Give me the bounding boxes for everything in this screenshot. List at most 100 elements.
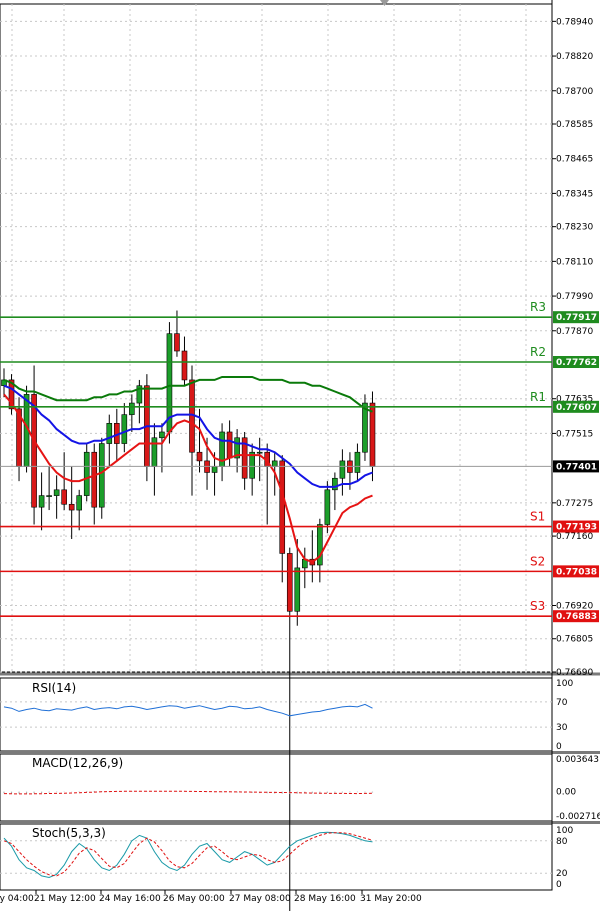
pivot-level-name: R1 [530,390,546,404]
candle-body [46,495,52,497]
candle-body [174,333,180,352]
candle-body [196,451,203,462]
rsi-tick-label: 30 [556,723,568,733]
price-tick-label: 0.76805 [556,635,593,645]
candle-body [31,394,37,508]
candle-body [324,489,331,525]
macd-tick-label: 0.00 [556,788,576,798]
candle-body [68,503,75,511]
candle-body [159,431,165,439]
candle-body [61,489,67,505]
candle-body [181,350,188,381]
price-tick-label: 0.78820 [556,52,593,62]
price-tick-label: 0.77160 [556,532,593,542]
pivot-level-tag [553,565,599,578]
candle-body [234,437,240,459]
moving-average-fast [3,393,373,564]
candle-body [151,437,158,467]
time-tick-label: 21 May 12:00 [34,894,96,904]
time-tick-label: 24 May 16:00 [99,894,161,904]
candle-body [317,524,323,566]
pivot-level-value: 0.76883 [556,612,597,622]
stoch-tick-label: 100 [556,826,573,836]
macd-tick-label: 0.003643 [556,755,599,765]
candle-body [91,451,98,508]
candle-body [211,466,218,473]
price-tick-label: 0.77515 [556,429,593,439]
candle-body [76,495,82,511]
candle-body [241,437,248,479]
candle-body [98,443,105,508]
candle-body [339,460,346,479]
pivot-level-value: 0.77607 [556,403,597,413]
pivot-level-tag [553,311,599,324]
candle-body [271,460,278,467]
candle-body [354,451,361,473]
price-tick-label: 0.78585 [556,120,593,130]
price-tick-label: 0.77870 [556,327,593,337]
candle-body [332,477,338,491]
pivot-level-value: 0.77762 [556,358,597,368]
pivot-level-tag [553,610,599,623]
time-tick-label: 27 May 08:00 [229,894,291,904]
macd-signal-line [3,790,373,795]
current-price-label: 0.77401 [556,462,597,472]
macd-tick-label: -0.002716 [556,812,600,822]
price-tick-label: 0.77990 [556,292,593,302]
rsi-line [3,703,373,717]
rsi-tick-label: 100 [556,679,573,689]
macd-title: MACD(12,26,9) [32,756,123,770]
price-tick-label: 0.78110 [556,257,593,267]
time-tick-label: 20 May 04:00 [0,894,34,904]
candle-body [38,495,45,508]
moving-average-slow [3,376,373,413]
price-tick-label: 0.78345 [556,189,593,199]
price-tick-label: 0.78940 [556,17,593,27]
stoch-title: Stoch(5,3,3) [32,826,106,840]
pivot-level-value: 0.77193 [556,523,597,533]
stoch-d-line [3,832,373,877]
price-tick-label: 0.76690 [556,668,593,678]
candle-body [294,567,301,612]
pivot-level-name: S1 [530,510,545,524]
candle-body [362,402,368,453]
current-price-tag [553,460,599,473]
pivot-level-name: R2 [530,345,546,359]
moving-average-mid [3,384,373,488]
candle-body [286,553,293,612]
stoch-tick-label: 20 [556,869,568,879]
pivot-level-name: S2 [530,554,545,568]
price-tick-label: 0.77635 [556,395,593,405]
price-tick-label: 0.78465 [556,155,593,165]
stoch-tick-label: 80 [556,837,568,847]
candle-body [249,451,255,479]
candle-body [83,451,90,496]
price-tick-label: 0.78230 [556,223,593,233]
pivot-level-value: 0.77917 [556,313,597,323]
candle-body [369,402,376,467]
pivot-level-name: R3 [530,300,546,314]
rsi-tick-label: 0 [556,742,562,752]
pivot-level-name: S3 [530,599,545,613]
price-tick-label: 0.78700 [556,87,593,97]
time-tick-label: 26 May 00:00 [163,894,225,904]
time-tick-label: 28 May 16:00 [294,894,356,904]
macd-panel [0,753,553,822]
candle-body [8,379,15,410]
rsi-panel [0,677,553,752]
candle-body [226,431,233,459]
pivot-level-tag [553,356,599,369]
rsi-tick-label: 70 [556,698,568,708]
pivot-level-tag [553,520,599,533]
price-tick-label: 0.77275 [556,499,593,509]
pivot-level-tag [553,400,599,413]
candle-body [53,489,60,496]
candle-body [279,460,286,554]
stoch-k-line [3,831,373,879]
candle-body [106,423,113,444]
price-tick-label: 0.76920 [556,601,593,611]
shift-marker-icon [380,0,389,6]
candle-body [136,385,143,404]
